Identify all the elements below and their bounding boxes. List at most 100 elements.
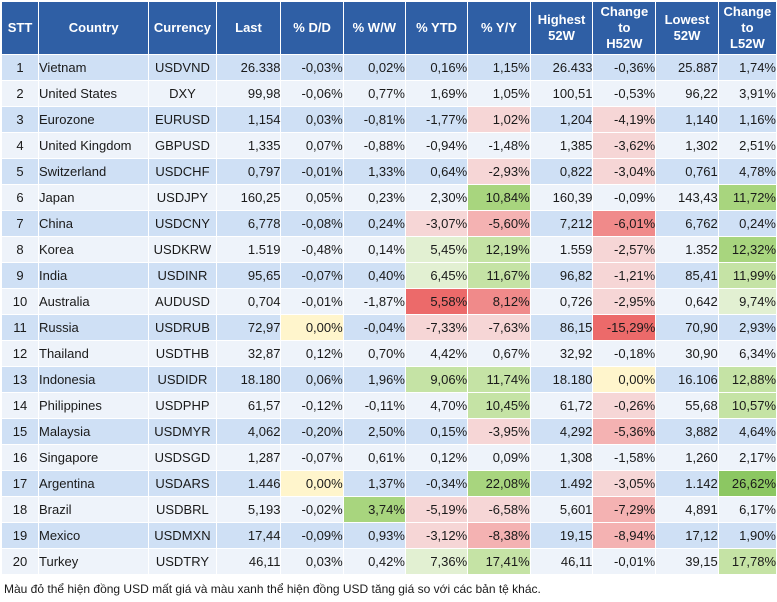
cell-last: 1,335	[215, 132, 282, 159]
cell-highest-52w: 7,212	[529, 210, 594, 237]
header-highest-52w: Highest 52W	[529, 1, 594, 55]
cell-stt: 9	[1, 262, 39, 289]
cell-ytd: 2,30%	[404, 184, 469, 211]
cell-ytd: 7,36%	[404, 548, 469, 575]
cell-lowest-52w: 143,43	[655, 184, 719, 211]
cell-ytd: -1,77%	[404, 106, 469, 133]
cell-lowest-52w: 96,22	[655, 80, 719, 107]
cell-last: 4,062	[215, 418, 282, 445]
cell-currency: GBPUSD	[148, 132, 217, 159]
table-row: 12 Thailand USDTHB 32,87 0,12% 0,70% 4,42% 0,67…	[1, 340, 777, 367]
cell-yy: 17,41%	[467, 548, 531, 575]
cell-ytd: 5,58%	[404, 288, 469, 315]
cell-currency: USDSGD	[148, 444, 217, 471]
cell-country: India	[37, 262, 150, 289]
cell-yy: -1,48%	[467, 132, 531, 159]
cell-dd: -0,03%	[280, 54, 344, 81]
footnote: Màu đỏ thể hiện đồng USD mất giá và màu …	[4, 582, 541, 596]
table-row: 6 Japan USDJPY 160,25 0,05% 0,23% 2,30% 10,84% 1…	[1, 184, 777, 211]
cell-country: China	[37, 210, 150, 237]
cell-country: Thailand	[37, 340, 150, 367]
cell-highest-52w: 96,82	[529, 262, 594, 289]
table-row: 14 Philippines USDPHP 61,57 -0,12% -0,11% 4,70…	[1, 392, 777, 419]
table-row: 5 Switzerland USDCHF 0,797 -0,01% 1,33% 0,64% -…	[1, 158, 777, 185]
cell-dd: -0,08%	[280, 210, 344, 237]
cell-dd: 0,03%	[280, 106, 344, 133]
cell-change-h52w: -3,05%	[592, 470, 657, 497]
cell-last: 0,704	[215, 288, 282, 315]
cell-dd: 0,00%	[280, 314, 344, 341]
cell-last: 99,98	[215, 80, 282, 107]
cell-dd: -0,01%	[280, 158, 344, 185]
cell-lowest-52w: 70,90	[655, 314, 719, 341]
cell-highest-52w: 46,11	[529, 548, 594, 575]
cell-currency: USDJPY	[148, 184, 217, 211]
header-row: STT Country Currency Last % D/D % W/W % …	[1, 1, 777, 55]
cell-last: 160,25	[215, 184, 282, 211]
cell-dd: 0,05%	[280, 184, 344, 211]
cell-highest-52w: 1,385	[529, 132, 594, 159]
table-row: 1 Vietnam USDVND 26.338 -0,03% 0,02% 0,16% 1,15…	[1, 54, 777, 81]
cell-stt: 19	[1, 522, 39, 549]
cell-change-h52w: -0,09%	[592, 184, 657, 211]
cell-stt: 17	[1, 470, 39, 497]
cell-ww: 0,24%	[342, 210, 406, 237]
cell-change-h52w: -0,18%	[592, 340, 657, 367]
cell-country: Switzerland	[37, 158, 150, 185]
header-yy: % Y/Y	[467, 1, 531, 55]
cell-country: Brazil	[37, 496, 150, 523]
header-change-l52w: Change to L52W	[717, 1, 777, 55]
table-row: 19 Mexico USDMXN 17,44 -0,09% 0,93% -3,12% -8,3…	[1, 522, 777, 549]
table-row: 8 Korea USDKRW 1.519 -0,48% 0,14% 5,45% 12,19% 1…	[1, 236, 777, 263]
cell-change-l52w: 2,17%	[717, 444, 777, 471]
cell-ww: -1,87%	[342, 288, 406, 315]
cell-country: Mexico	[37, 522, 150, 549]
cell-dd: 0,12%	[280, 340, 344, 367]
cell-dd: -0,48%	[280, 236, 344, 263]
cell-dd: -0,07%	[280, 262, 344, 289]
cell-lowest-52w: 1,140	[655, 106, 719, 133]
cell-last: 61,57	[215, 392, 282, 419]
cell-last: 32,87	[215, 340, 282, 367]
cell-country: Korea	[37, 236, 150, 263]
cell-lowest-52w: 30,90	[655, 340, 719, 367]
cell-ww: 1,33%	[342, 158, 406, 185]
cell-change-h52w: -0,36%	[592, 54, 657, 81]
cell-currency: AUDUSD	[148, 288, 217, 315]
cell-highest-52w: 86,15	[529, 314, 594, 341]
table-row: 17 Argentina USDARS 1.446 0,00% 1,37% -0,34% 22…	[1, 470, 777, 497]
cell-ww: 0,02%	[342, 54, 406, 81]
table-row: 10 Australia AUDUSD 0,704 -0,01% -1,87% 5,58% 8…	[1, 288, 777, 315]
header-ww: % W/W	[342, 1, 406, 55]
table-row: 4 United Kingdom GBPUSD 1,335 0,07% -0,88% -0,…	[1, 132, 777, 159]
cell-ytd: 4,70%	[404, 392, 469, 419]
cell-last: 72,97	[215, 314, 282, 341]
cell-change-l52w: 1,90%	[717, 522, 777, 549]
cell-ww: 0,40%	[342, 262, 406, 289]
cell-ww: 0,61%	[342, 444, 406, 471]
table-row: 13 Indonesia USDIDR 18.180 0,06% 1,96% 9,06% 11…	[1, 366, 777, 393]
cell-highest-52w: 1.492	[529, 470, 594, 497]
cell-change-l52w: 0,24%	[717, 210, 777, 237]
cell-change-h52w: -7,29%	[592, 496, 657, 523]
cell-ww: -0,11%	[342, 392, 406, 419]
cell-highest-52w: 32,92	[529, 340, 594, 367]
cell-change-h52w: -4,19%	[592, 106, 657, 133]
cell-dd: -0,12%	[280, 392, 344, 419]
cell-currency: USDARS	[148, 470, 217, 497]
table-row: 7 China USDCNY 6,778 -0,08% 0,24% -3,07% -5,60%…	[1, 210, 777, 237]
table-row: 16 Singapore USDSGD 1,287 -0,07% 0,61% 0,12% 0,…	[1, 444, 777, 471]
cell-lowest-52w: 25.887	[655, 54, 719, 81]
cell-change-h52w: -8,94%	[592, 522, 657, 549]
cell-currency: USDBRL	[148, 496, 217, 523]
cell-change-l52w: 11,99%	[717, 262, 777, 289]
cell-country: Philippines	[37, 392, 150, 419]
cell-change-h52w: -3,04%	[592, 158, 657, 185]
cell-stt: 20	[1, 548, 39, 575]
cell-lowest-52w: 4,891	[655, 496, 719, 523]
cell-change-l52w: 1,74%	[717, 54, 777, 81]
cell-highest-52w: 61,72	[529, 392, 594, 419]
cell-ww: 0,77%	[342, 80, 406, 107]
cell-change-l52w: 11,72%	[717, 184, 777, 211]
cell-ww: 3,74%	[342, 496, 406, 523]
